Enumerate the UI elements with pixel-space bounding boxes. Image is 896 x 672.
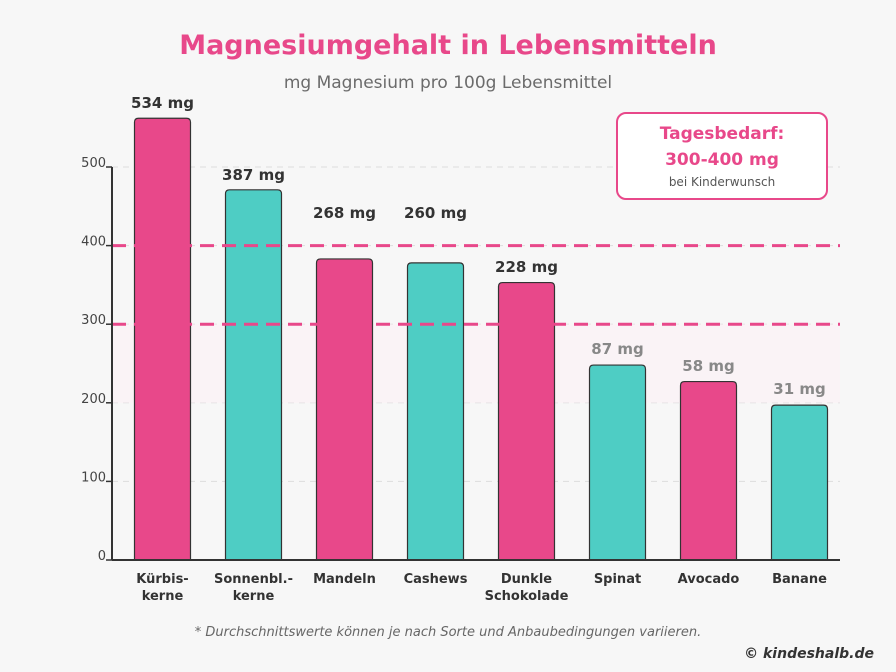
daily-need-value: 300-400 mg [665, 150, 779, 170]
bar [588, 364, 647, 561]
footnote: * Durchschnittswerte können je nach Sort… [194, 625, 702, 640]
y-tick-label: 500 [81, 156, 106, 171]
y-tick-label: 300 [81, 313, 106, 328]
data-label: 228 mg [495, 258, 558, 276]
y-tick-label: 400 [81, 235, 106, 250]
chart-subtitle: mg Magnesium pro 100g Lebensmittel [283, 73, 613, 93]
category-label: Kürbis- [136, 572, 188, 587]
axes: 0 100 200 300 400 500 [81, 156, 840, 564]
bar [497, 281, 556, 561]
category-label: Sonnenbl.- [214, 572, 293, 587]
category-label: Banane [772, 572, 827, 587]
category-labels: Kürbis-kerne Sonnenbl.- kerne Mandeln Cashew… [136, 572, 827, 604]
category-label: Dunkle [501, 572, 552, 587]
daily-need-label: Tagesbedarf: [659, 124, 785, 144]
bar [133, 117, 192, 561]
category-label: kerne [142, 589, 184, 604]
bar [770, 404, 829, 561]
category-label: Mandeln [313, 572, 376, 587]
daily-need-box: Tagesbedarf: 300-400 mg bei Kinderwunsch [616, 112, 828, 200]
reference-lines [112, 244, 840, 326]
data-label: 31 mg [773, 380, 825, 398]
y-tick-label: 100 [81, 470, 106, 485]
data-label: 87 mg [591, 340, 643, 358]
data-label: 268 mg [313, 204, 376, 222]
bars [133, 117, 829, 561]
data-label: 387 mg [222, 166, 285, 184]
data-label: 58 mg [682, 357, 734, 375]
category-label: Schokolade [485, 589, 569, 604]
category-label: Spinat [594, 572, 641, 587]
chart-title: Magnesiumgehalt in Lebensmitteln [179, 30, 717, 61]
bar [406, 262, 465, 561]
category-label: kerne [233, 589, 275, 604]
data-label: 260 mg [404, 204, 467, 222]
data-labels: 534 mg 387 mg 268 mg 260 mg 228 mg 87 mg 58 mg… [131, 94, 826, 398]
daily-need-note: bei Kinderwunsch [668, 175, 776, 189]
copyright: © kindeshalb.de [744, 646, 874, 662]
bar [224, 189, 283, 561]
bar [315, 258, 374, 561]
category-label: Avocado [678, 572, 740, 587]
category-label: Cashews [404, 572, 468, 587]
data-label: 534 mg [131, 94, 194, 112]
bar [679, 380, 738, 561]
y-tick-label: 200 [81, 392, 106, 407]
y-tick-label: 0 [98, 549, 106, 564]
